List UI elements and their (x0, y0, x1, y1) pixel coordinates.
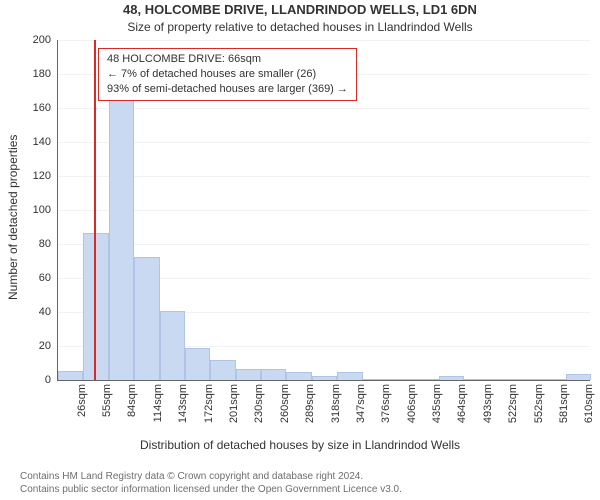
histogram-bar (566, 374, 591, 380)
y-tick: 80 (39, 238, 57, 250)
page-subtitle: Size of property relative to detached ho… (0, 20, 600, 34)
histogram-bar (515, 379, 540, 380)
x-tick: 581sqm (556, 384, 570, 423)
histogram-bar (363, 379, 388, 380)
y-tick: 20 (39, 340, 57, 352)
x-tick: 318sqm (328, 384, 342, 423)
y-tick: 120 (33, 170, 57, 182)
y-tick: 0 (45, 374, 57, 386)
x-tick: 84sqm (124, 384, 138, 417)
annotation-line-2: ← 7% of detached houses are smaller (26) (107, 67, 348, 82)
attribution-caption: Contains HM Land Registry data © Crown c… (20, 470, 402, 496)
x-tick: 260sqm (277, 384, 291, 423)
y-tick: 140 (33, 136, 57, 148)
y-tick: 160 (33, 102, 57, 114)
histogram-bar (388, 379, 413, 380)
x-tick: 406sqm (404, 384, 418, 423)
y-tick: 180 (33, 68, 57, 80)
gridline (57, 40, 590, 41)
histogram-bar (540, 379, 565, 380)
x-tick: 289sqm (302, 384, 316, 423)
histogram-bar (413, 379, 438, 380)
x-tick: 493sqm (480, 384, 494, 423)
histogram-bar (337, 372, 362, 380)
reference-line (94, 40, 96, 380)
x-tick: 552sqm (531, 384, 545, 423)
histogram-bar (261, 369, 286, 380)
histogram-bar (286, 372, 311, 380)
x-tick: 347sqm (353, 384, 367, 423)
y-tick: 40 (39, 306, 57, 318)
gridline (57, 176, 590, 177)
x-tick: 201sqm (226, 384, 240, 423)
page-title: 48, HOLCOMBE DRIVE, LLANDRINDOD WELLS, L… (0, 2, 600, 17)
x-tick: 522sqm (505, 384, 519, 423)
gridline (57, 210, 590, 211)
x-tick: 464sqm (454, 384, 468, 423)
x-axis-label: Distribution of detached houses by size … (0, 438, 600, 452)
gridline (57, 244, 590, 245)
x-tick: 230sqm (251, 384, 265, 423)
annotation-line-1: 48 HOLCOMBE DRIVE: 66sqm (107, 52, 348, 67)
histogram-bar (134, 257, 159, 380)
x-tick: 435sqm (429, 384, 443, 423)
x-tick: 143sqm (175, 384, 189, 423)
annotation-line-3: 93% of semi-detached houses are larger (… (107, 82, 348, 97)
gridline (57, 380, 590, 381)
x-tick: 26sqm (74, 384, 88, 417)
x-tick: 172sqm (201, 384, 215, 423)
x-tick: 376sqm (378, 384, 392, 423)
y-tick: 60 (39, 272, 57, 284)
histogram-bar (312, 376, 337, 380)
y-tick: 200 (33, 34, 57, 46)
histogram-bar (185, 348, 210, 380)
histogram-bar (464, 379, 489, 380)
histogram-bar (210, 360, 235, 380)
y-tick: 100 (33, 204, 57, 216)
histogram-bar (439, 376, 464, 380)
histogram-bar (109, 95, 134, 380)
gridline (57, 108, 590, 109)
histogram-bar (160, 311, 185, 380)
x-tick: 55sqm (99, 384, 113, 417)
gridline (57, 142, 590, 143)
x-tick: 610sqm (581, 384, 595, 423)
x-tick: 114sqm (150, 384, 164, 422)
chart-container: { "header": { "title": "48, HOLCOMBE DRI… (0, 0, 600, 500)
y-axis-line (57, 40, 58, 380)
y-axis-label: Number of detached properties (6, 135, 20, 300)
histogram-bar (58, 371, 83, 381)
reference-annotation: 48 HOLCOMBE DRIVE: 66sqm ← 7% of detache… (98, 48, 357, 101)
histogram-bar (489, 379, 514, 380)
histogram-bar (83, 233, 108, 380)
histogram-bar (236, 369, 261, 380)
